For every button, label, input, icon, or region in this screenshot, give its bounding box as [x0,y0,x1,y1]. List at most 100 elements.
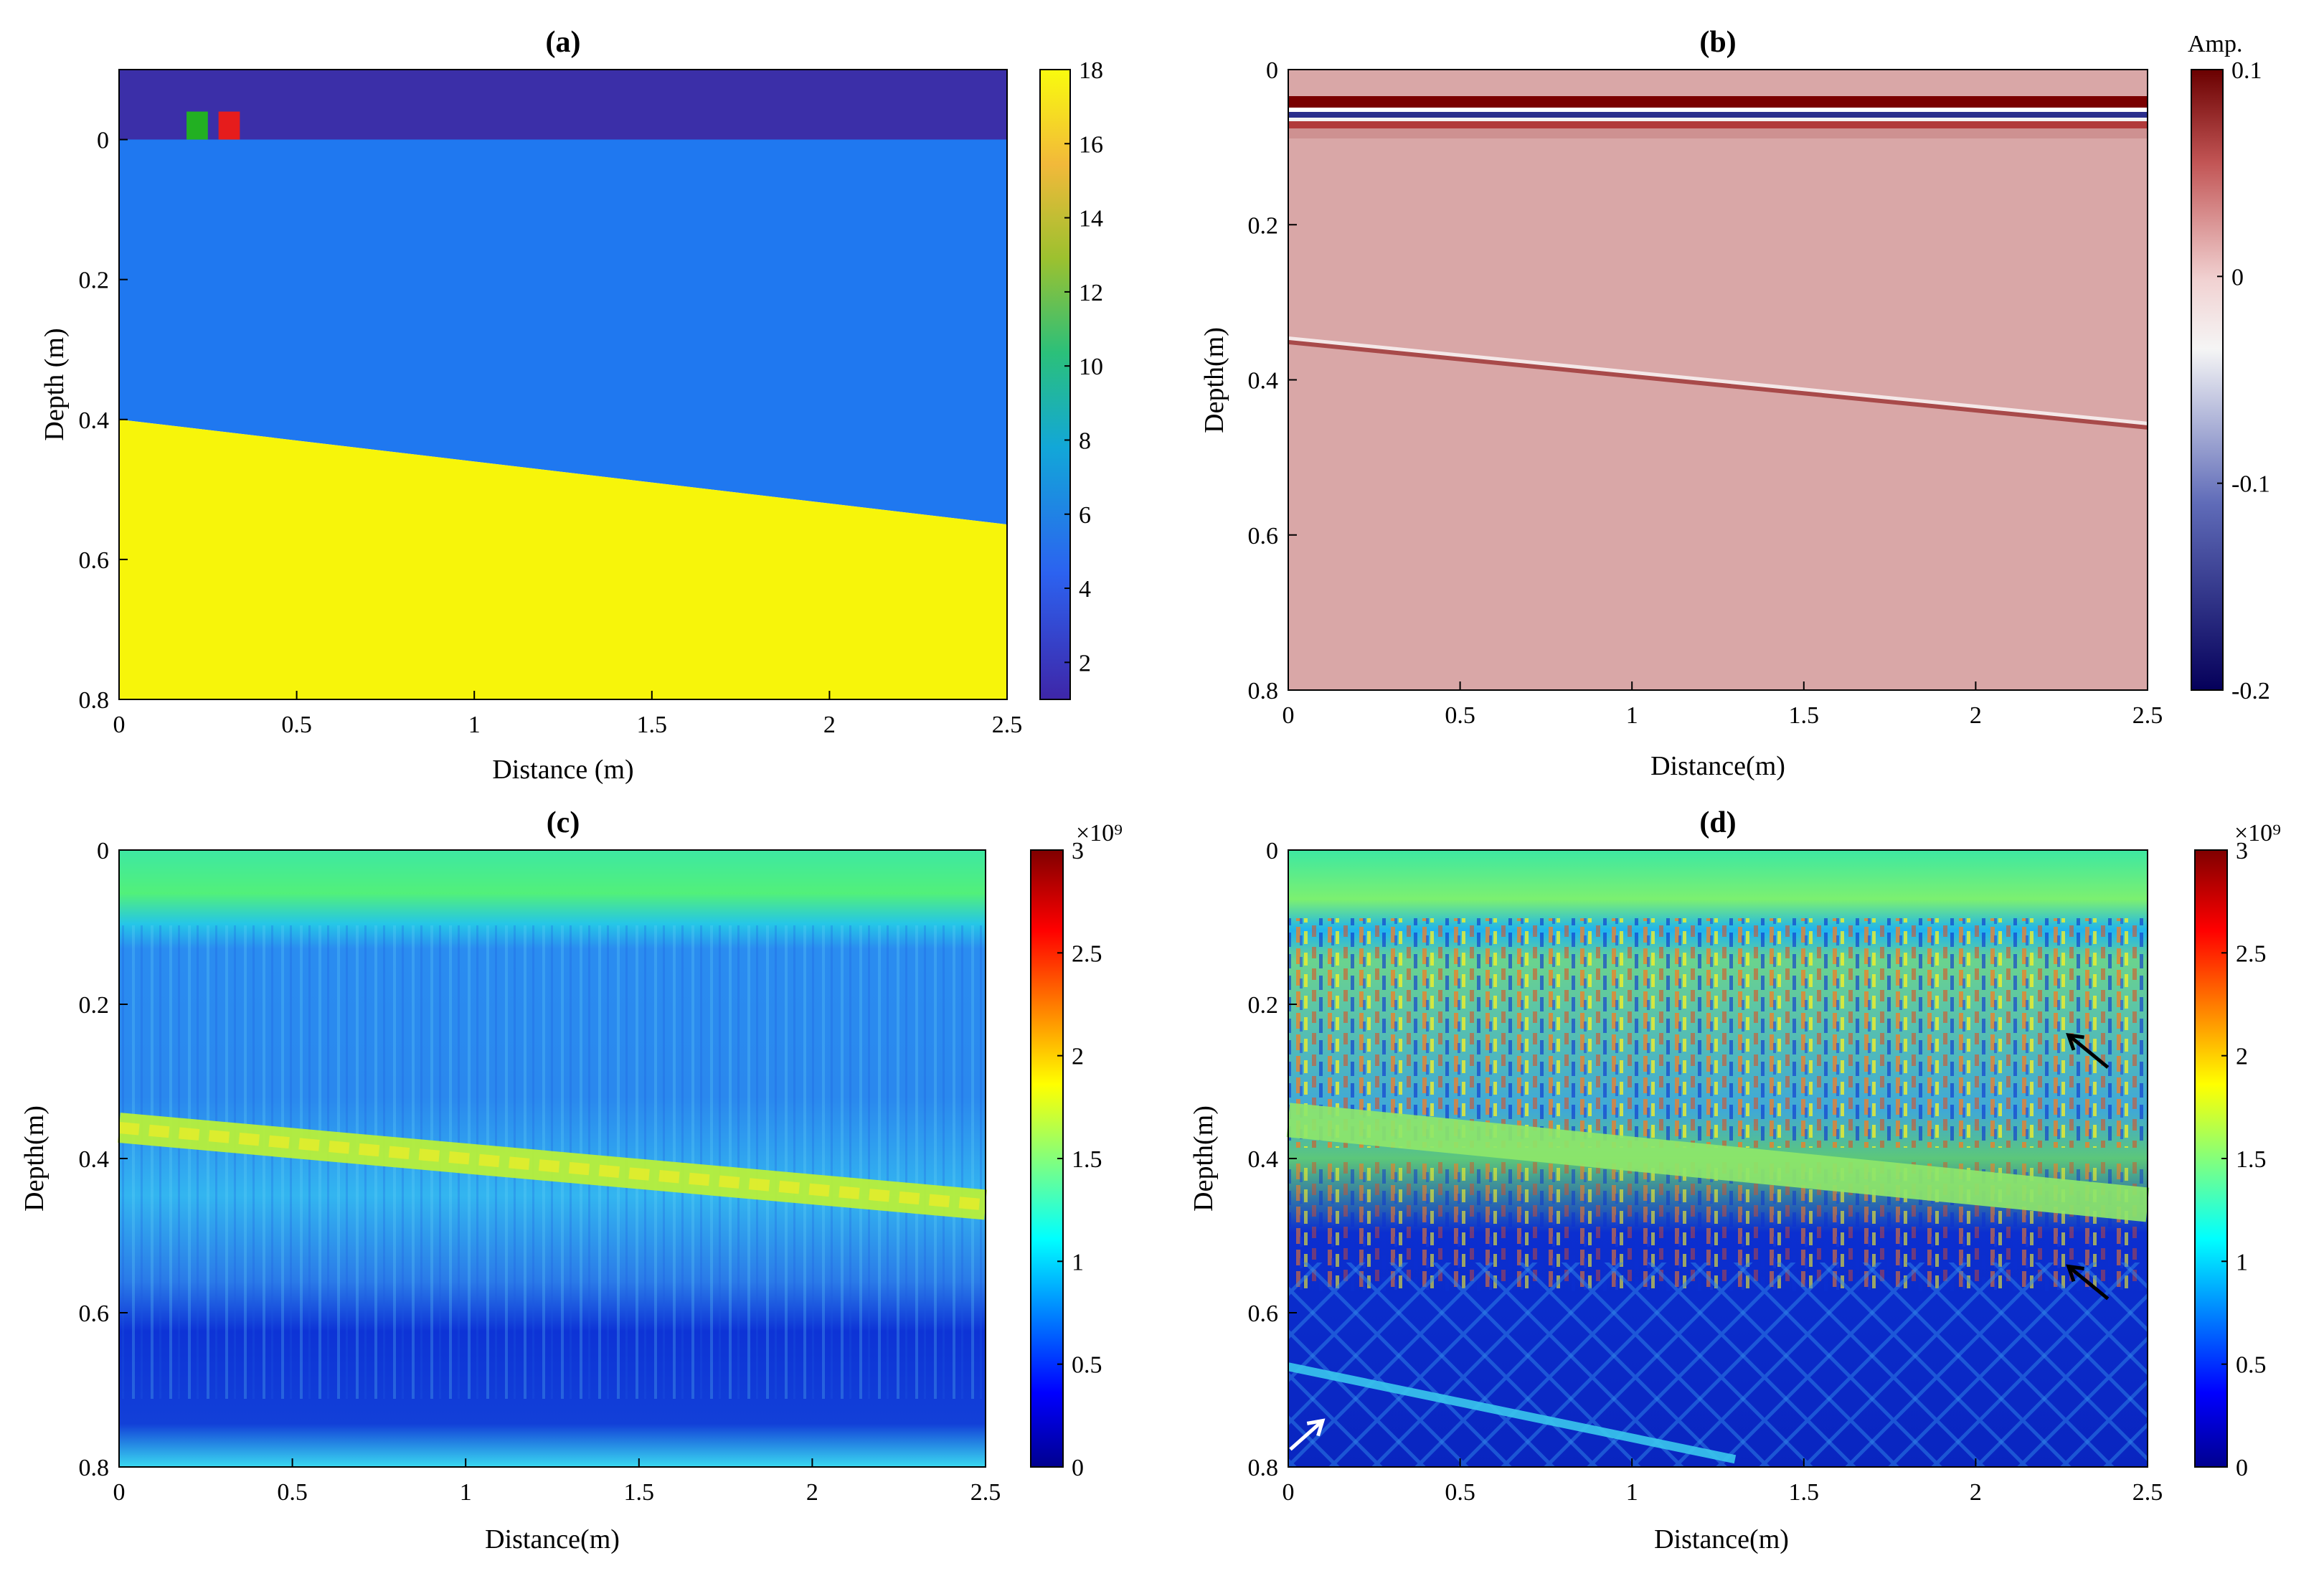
x-tick-label: 1.5 [1789,1479,1820,1506]
colorbar-tick-label: 4 [1079,576,1091,603]
colorbar-tick-label: 0 [2231,264,2244,291]
direct-wave-band-white-2 [1288,118,2148,121]
y-tick-label: 0.4 [1248,1146,1279,1173]
annotation-arrow-icon [2066,1264,2110,1301]
direct-wave-band-white [1288,108,2148,112]
y-tick-label: 0.6 [79,1301,110,1327]
colorbar-tick-label: 0.5 [2236,1352,2267,1379]
colorbar-tick-label: 2 [1072,1044,1084,1070]
panel-a-axes-box [118,69,1008,700]
panel-b-colorbar [2191,69,2224,691]
colorbar-tick-label: 0.5 [1072,1352,1102,1379]
direct-wave-band-tail [1288,128,2148,138]
x-tick-label: 0.5 [281,712,312,738]
colorbar-tick-label: 6 [1079,502,1091,529]
x-tick-label: 0.5 [277,1479,308,1506]
panel-a-title: (a) [546,26,581,59]
panel-d-x-label: Distance(m) [1654,1524,1789,1554]
y-tick-label: 0.8 [1248,678,1279,704]
colorbar-tick-label: 1 [1072,1249,1084,1275]
x-tick-label: 1 [460,1479,472,1506]
y-tick-label: 0 [1266,838,1278,864]
air-layer [119,70,1007,140]
x-tick-label: 2 [1970,1479,1982,1506]
colorbar-tick-label: 18 [1079,57,1103,84]
colorbar-tick-label: 1.5 [2236,1146,2267,1173]
panel-d-y-label: Depth(m) [1189,1105,1219,1212]
x-tick-label: 1 [1626,1479,1638,1506]
y-tick-label: 0 [97,128,109,154]
colorbar-tick-label: 14 [1079,206,1103,232]
panel-b-plot-area [1288,70,2148,690]
panel-b-y-label: Depth(m) [1199,327,1229,433]
x-tick-label: 0 [1283,702,1295,729]
x-tick-label: 2 [806,1479,818,1506]
antenna-transmitter [186,111,208,140]
colorbar-tick-label: 2.5 [2236,940,2267,967]
panel-b-colorbar-label: Amp. [2188,31,2243,57]
panel-a-plot-area [119,70,1007,699]
colorbar-tick-label: 8 [1079,428,1091,454]
panel-c-envelope: (c) 0 0.5 1 1.5 2 2.5 0 0.2 0.4 0.6 0.8 Distance(… [19,806,1123,1554]
colorbar-tick-label: 0 [1072,1455,1084,1481]
panel-c-y-label: Depth(m) [19,1105,49,1212]
colorbar-tick-label: -0.1 [2231,471,2270,498]
x-tick-label: 1 [1626,702,1638,729]
y-tick-label: 0.6 [1248,1301,1279,1327]
x-tick-label: 2.5 [2132,1479,2163,1506]
panel-d-title: (d) [1699,806,1736,839]
panel-c-x-ticks: 0 0.5 1 1.5 2 2.5 [113,1458,1001,1506]
y-tick-label: 0.8 [79,1455,110,1481]
direct-wave-band-red [1288,121,2148,128]
deep-event [1287,1362,1737,1464]
x-tick-label: 1 [468,712,481,738]
x-tick-label: 2.5 [970,1479,1001,1506]
energy-speckle-upper [1288,918,2148,1148]
y-tick-label: 0.4 [1248,368,1279,395]
panel-c-x-label: Distance(m) [485,1524,620,1554]
y-tick-label: 0.8 [79,687,110,714]
x-tick-label: 0.5 [1445,702,1475,729]
y-tick-label: 0.2 [79,268,110,294]
panel-d-envelope: (d) 0 0.5 1 1.5 2 2.5 0 0.2 0.4 0.6 0.8 Distance(… [1189,806,2281,1554]
colorbar-tick-label: 2 [1079,650,1091,676]
panel-b-title: (b) [1699,26,1736,59]
panel-b-radargram: (b) 0 0.5 1 1.5 2 2.5 0 0.2 0.4 0.6 0.8 Distance(… [1199,26,2270,781]
y-tick-label: 0.2 [1248,212,1279,239]
x-tick-label: 1.5 [1789,702,1820,729]
panel-a-y-ticks: 0 0.2 0.4 0.6 0.8 [79,128,128,714]
colorbar-tick-label: 3 [2236,838,2248,864]
y-tick-label: 0.2 [79,992,110,1019]
colorbar-tick-label: 12 [1079,280,1103,306]
panel-b-x-label: Distance(m) [1650,751,1785,781]
panel-d-arrows [1289,1032,2110,1451]
colorbar-tick-label: 3 [1072,838,1084,864]
panel-b-y-ticks: 0 0.2 0.4 0.6 0.8 [1248,57,1297,704]
x-tick-label: 2 [1970,702,1982,729]
x-tick-label: 0 [113,712,126,738]
diffraction-pattern [1288,1263,2148,1467]
direct-wave-band-blue [1288,112,2148,118]
colorbar-tick-label: 1.5 [1072,1146,1102,1173]
y-tick-label: 0 [97,838,109,864]
panel-b-colorbar-ticks: 0.1 0 -0.1 -0.2 [2217,57,2270,704]
y-tick-label: 0.4 [79,1146,110,1173]
colorbar-tick-label: 0.1 [2231,57,2262,84]
panel-b-x-ticks: 0 0.5 1 1.5 2 2.5 [1283,681,2163,729]
colorbar-tick-label: 1 [2236,1249,2248,1275]
panel-c-title: (c) [547,806,580,839]
annotation-arrow-icon [1289,1418,1326,1451]
x-tick-label: 2.5 [992,712,1023,738]
x-tick-label: 0 [113,1479,126,1506]
panel-c-plot-area [118,850,987,1467]
reflection-event [1288,337,2148,430]
panel-d-plot-area [1286,850,2150,1467]
x-tick-label: 2.5 [2132,702,2163,729]
annotation-arrow-icon [2066,1032,2110,1069]
panel-d-y-ticks: 0 0.2 0.4 0.6 0.8 [1248,838,1297,1481]
panel-a-x-label: Distance (m) [492,755,633,785]
y-tick-label: 0 [1266,57,1278,84]
colorbar-tick-label: 10 [1079,354,1103,380]
y-tick-label: 0.6 [1248,523,1279,549]
